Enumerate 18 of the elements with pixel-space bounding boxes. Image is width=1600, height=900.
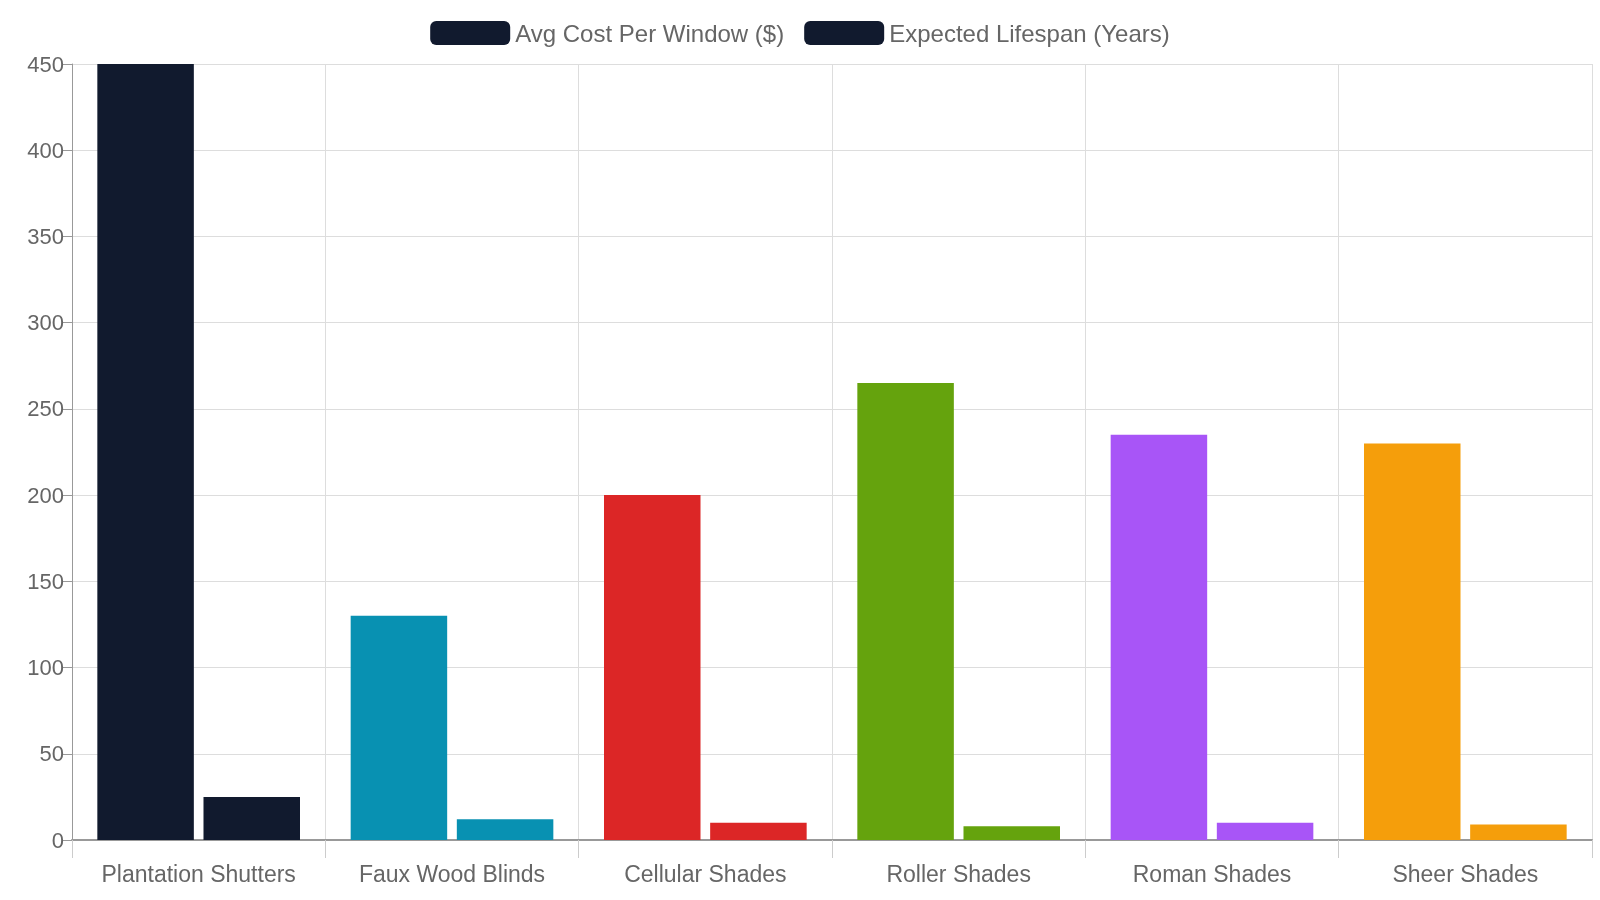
y-tick-label: 100 xyxy=(27,655,64,681)
y-tick-label: 50 xyxy=(39,741,64,767)
y-tick-label: 350 xyxy=(27,223,64,249)
x-tick-label: Faux Wood Blinds xyxy=(358,860,546,887)
x-tick-label: Plantation Shutters xyxy=(101,860,296,887)
y-tick-label: 400 xyxy=(27,137,64,163)
y-tick-label: 300 xyxy=(27,310,64,336)
y-tick-label: 200 xyxy=(27,482,64,508)
y-tick-label: 0 xyxy=(51,827,64,853)
x-tick-label: Roman Shades xyxy=(1132,860,1292,887)
x-tick-label: Roller Shades xyxy=(886,860,1031,887)
x-tick-label: Cellular Shades xyxy=(624,860,787,887)
y-tick-label: 250 xyxy=(27,396,64,422)
legend-label: Expected Lifespan (Years) xyxy=(889,19,1170,47)
legend-label: Avg Cost Per Window ($) xyxy=(515,19,785,47)
y-tick-label: 450 xyxy=(27,51,64,77)
y-tick-label: 150 xyxy=(27,568,64,594)
x-tick-label: Sheer Shades xyxy=(1392,860,1539,887)
